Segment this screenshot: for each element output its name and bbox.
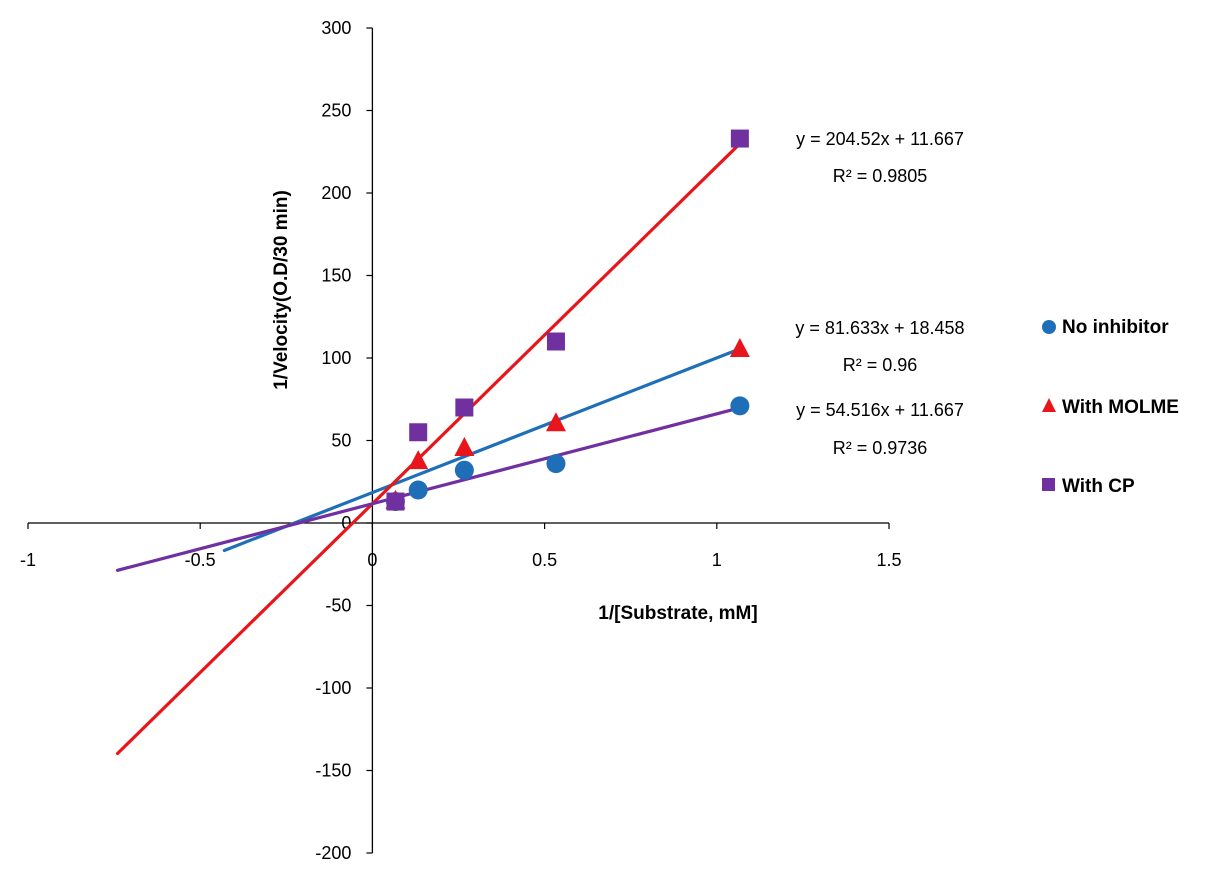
legend-label-with-molme: With MOLME <box>1062 397 1179 418</box>
x-axis-title: 1/[Substrate, mM] <box>598 603 757 624</box>
y-tick-label: 0 <box>341 513 351 533</box>
x-tick-label: 1.5 <box>876 550 901 570</box>
x-tick-label: -0.5 <box>185 550 216 570</box>
y-tick-label: -200 <box>315 843 351 863</box>
data-point-no-inhibitor <box>546 454 566 474</box>
data-point-with-cp <box>730 129 749 148</box>
data-point-with-cp <box>455 398 474 417</box>
y-tick-label: 50 <box>331 431 351 451</box>
data-point-with-cp <box>386 492 405 511</box>
y-tick-label: -100 <box>315 678 351 698</box>
legend-triangle-marker <box>1042 398 1056 412</box>
y-axis-title: 1/Velocity(O.D/30 min) <box>271 190 292 390</box>
data-point-with-molme <box>545 412 566 432</box>
data-point-no-inhibitor <box>454 460 474 480</box>
legend: No inhibitor With MOLME With CP <box>1042 317 1179 497</box>
y-tick-label: 150 <box>321 266 351 286</box>
r2-label-no-inhibitor: R² = 0.96 <box>843 355 918 375</box>
legend-label-with-cp: With CP <box>1062 476 1135 497</box>
r2-label-with-cp: R² = 0.9736 <box>833 438 928 458</box>
x-tick-label: 0 <box>367 550 377 570</box>
legend-item-with-cp: With CP <box>1042 476 1135 497</box>
data-point-with-molme <box>408 450 429 470</box>
tick-labels: -200 -150 -100 -50 0 50 100 150 200 250 300 -1 -0.5 0… <box>20 18 902 863</box>
data-point-with-cp <box>546 332 565 351</box>
y-tick-label: -150 <box>315 761 351 781</box>
x-tick-label: -1 <box>20 550 36 570</box>
data-point-no-inhibitor <box>730 396 750 416</box>
data-point-no-inhibitor <box>408 480 428 500</box>
trendline-with-molme <box>115 142 742 756</box>
legend-item-with-molme: With MOLME <box>1042 397 1179 418</box>
trendline-no-inhibitor <box>222 347 742 553</box>
data-point-with-molme <box>729 337 750 357</box>
r2-label-with-molme: R² = 0.9805 <box>833 166 928 186</box>
equation-label-with-cp: y = 54.516x + 11.667 <box>796 400 964 420</box>
y-tick-label: 300 <box>321 18 351 38</box>
data-point-with-cp <box>409 423 428 442</box>
data-point-with-molme <box>454 436 475 456</box>
legend-square-marker <box>1042 478 1055 491</box>
y-tick-label: -50 <box>325 596 351 616</box>
y-tick-label: 100 <box>321 348 351 368</box>
data-points <box>385 129 750 512</box>
axes <box>27 27 890 854</box>
x-tick-label: 0.5 <box>532 550 557 570</box>
legend-circle-marker <box>1042 320 1056 334</box>
legend-label-no-inhibitor: No inhibitor <box>1062 317 1169 338</box>
equation-label-with-molme: y = 204.52x + 11.667 <box>796 129 964 149</box>
trendlines <box>115 142 742 756</box>
y-tick-label: 200 <box>321 183 351 203</box>
y-tick-label: 250 <box>321 101 351 121</box>
trendline-with-cp <box>115 406 742 572</box>
legend-item-no-inhibitor: No inhibitor <box>1042 317 1169 338</box>
equation-label-no-inhibitor: y = 81.633x + 18.458 <box>795 318 964 338</box>
x-tick-label: 1 <box>712 550 722 570</box>
